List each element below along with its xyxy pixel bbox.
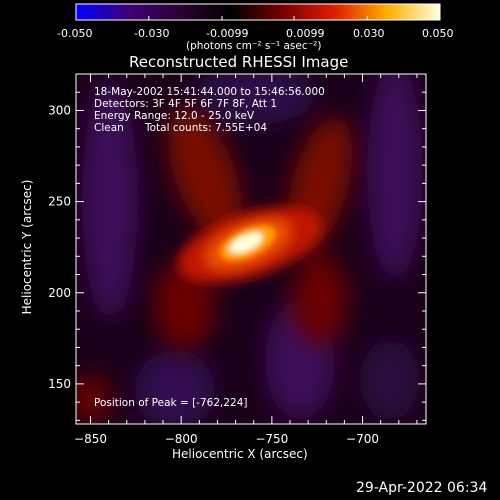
colorbar-tick-label-5: 0.050 [422, 27, 454, 40]
colorbar-tick-label-3: 0.0099 [286, 27, 325, 40]
annotation-method: Clean [94, 122, 124, 134]
colorbar-gradient [75, 3, 441, 21]
x-axis-ticks: −850 −800 −750 −700 [74, 74, 418, 446]
x-tick-label-3: −700 [346, 432, 379, 446]
y-tick-label-1: 200 [48, 286, 71, 300]
y-axis-label: Heliocentric Y (arcsec) [20, 179, 34, 315]
colorbar [75, 3, 441, 21]
negative-region-left [82, 80, 138, 320]
annotation-detectors: Detectors: 3F 4F 5F 6F 7F 8F, Att 1 [94, 98, 278, 110]
negative-region-bottom-right [360, 340, 420, 420]
y-tick-label-3: 300 [48, 103, 71, 117]
annotation-peak-position: Position of Peak = [-762,224] [94, 397, 248, 409]
plot-frame [75, 73, 427, 425]
negative-structures [82, 74, 423, 424]
x-axis-label: Heliocentric X (arcsec) [172, 447, 308, 461]
image-layer [76, 74, 426, 424]
colorbar-tick-label-1: -0.030 [134, 27, 170, 40]
colorbar-tick-label-4: 0.030 [353, 27, 385, 40]
annotation-time-range: 18-May-2002 15:41:44.000 to 15:46:56.000 [94, 86, 325, 98]
x-tick-label-0: −850 [74, 432, 107, 446]
emission-core [220, 225, 276, 261]
y-tick-label-0: 150 [48, 377, 71, 391]
colorbar-units-label: (photons cm⁻² s⁻¹ asec⁻²) [186, 40, 322, 52]
x-tick-label-1: −800 [165, 432, 198, 446]
negative-region-top [195, 74, 315, 125]
colorbar-tick-label-0: -0.050 [57, 27, 93, 40]
emission-arm-upper-left [168, 108, 242, 242]
emission-arm-lower-right [292, 255, 348, 345]
core-white [229, 232, 263, 254]
annotation-energy: Energy Range: 12.0 - 25.0 keV [94, 110, 255, 122]
footer-timestamp: 29-Apr-2022 06:34 [356, 480, 488, 496]
emission-arm-lower-left [155, 260, 215, 350]
annotation-counts: Total counts: 7.55E+04 [145, 122, 268, 134]
emission-corner [76, 375, 110, 424]
y-tick-label-2: 250 [48, 195, 71, 209]
negative-region-right [367, 74, 423, 280]
x-tick-label-2: −750 [255, 432, 288, 446]
y-axis-ticks: 150 200 250 300 [48, 73, 426, 421]
negative-region-bottom-left [135, 350, 215, 424]
chart-title: Reconstructed RHESSI Image [129, 53, 349, 71]
colorbar-tick-label-2: -0.0099 [206, 27, 249, 40]
